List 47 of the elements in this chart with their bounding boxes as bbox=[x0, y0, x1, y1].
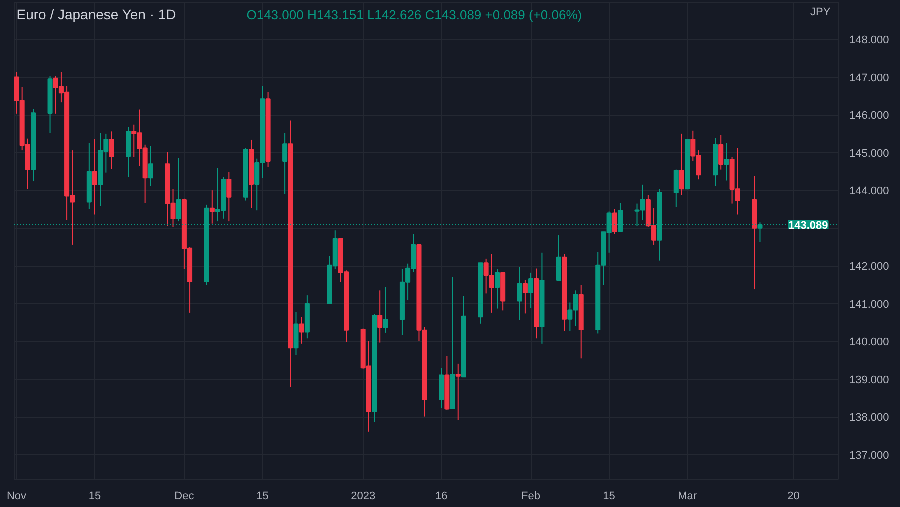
x-tick-label: 15 bbox=[256, 490, 269, 502]
y-tick-label: 138.000 bbox=[850, 412, 890, 424]
candlestick bbox=[718, 134, 724, 170]
chart-title: Euro / Japanese Yen · 1D bbox=[16, 6, 176, 22]
ref-line-label: 143.089 bbox=[788, 220, 828, 232]
x-tick-label: 15 bbox=[88, 490, 102, 502]
candlestick bbox=[679, 133, 684, 196]
x-tick-label: Mar bbox=[678, 490, 698, 502]
y-tick-label: 145.000 bbox=[850, 148, 890, 160]
candlestick bbox=[556, 235, 562, 281]
candlestick bbox=[674, 169, 679, 208]
candlestick bbox=[522, 280, 528, 314]
candlestick bbox=[494, 269, 500, 310]
candlestick bbox=[176, 158, 182, 222]
y-tick-label: 144.000 bbox=[850, 186, 890, 198]
y-tick-label: 137.000 bbox=[850, 450, 890, 462]
annotation: O143.000 H143.151 L142.626 C143.089 +0.089 (+0.06%) bbox=[246, 8, 582, 22]
candlestick bbox=[724, 142, 730, 182]
x-tick-label: Dec bbox=[174, 490, 195, 502]
y-tick-label: 146.000 bbox=[850, 110, 890, 122]
x-tick-label: 2023 bbox=[351, 490, 376, 502]
y-tick-label: 148.000 bbox=[850, 34, 890, 47]
candlestick bbox=[92, 138, 98, 216]
candlestick bbox=[148, 146, 154, 187]
candlestick bbox=[612, 208, 618, 235]
candlestick bbox=[109, 131, 114, 170]
y-tick-label: 139.000 bbox=[850, 374, 890, 386]
x-tick-label: 15 bbox=[603, 490, 616, 502]
candlestick bbox=[456, 363, 461, 421]
candlestick bbox=[378, 290, 383, 344]
candlestick bbox=[299, 316, 304, 344]
candlestick bbox=[210, 190, 215, 224]
y-tick-label: 141.000 bbox=[850, 298, 890, 311]
candlestick bbox=[282, 132, 288, 194]
y-tick-label: 147.000 bbox=[850, 72, 890, 84]
candlestick bbox=[528, 272, 534, 309]
y-axis-title: JPY bbox=[810, 6, 832, 18]
candlestick bbox=[294, 312, 299, 356]
candlestick bbox=[383, 286, 388, 334]
x-tick-label: Nov bbox=[6, 490, 28, 502]
candlestick bbox=[226, 172, 232, 222]
x-tick-label: 20 bbox=[788, 490, 800, 502]
x-tick-label: 16 bbox=[435, 490, 448, 502]
y-tick-label: 142.000 bbox=[850, 261, 890, 274]
y-tick-label: 140.000 bbox=[850, 336, 890, 349]
candlestick bbox=[517, 266, 522, 321]
x-tick-label: Feb bbox=[522, 490, 541, 502]
